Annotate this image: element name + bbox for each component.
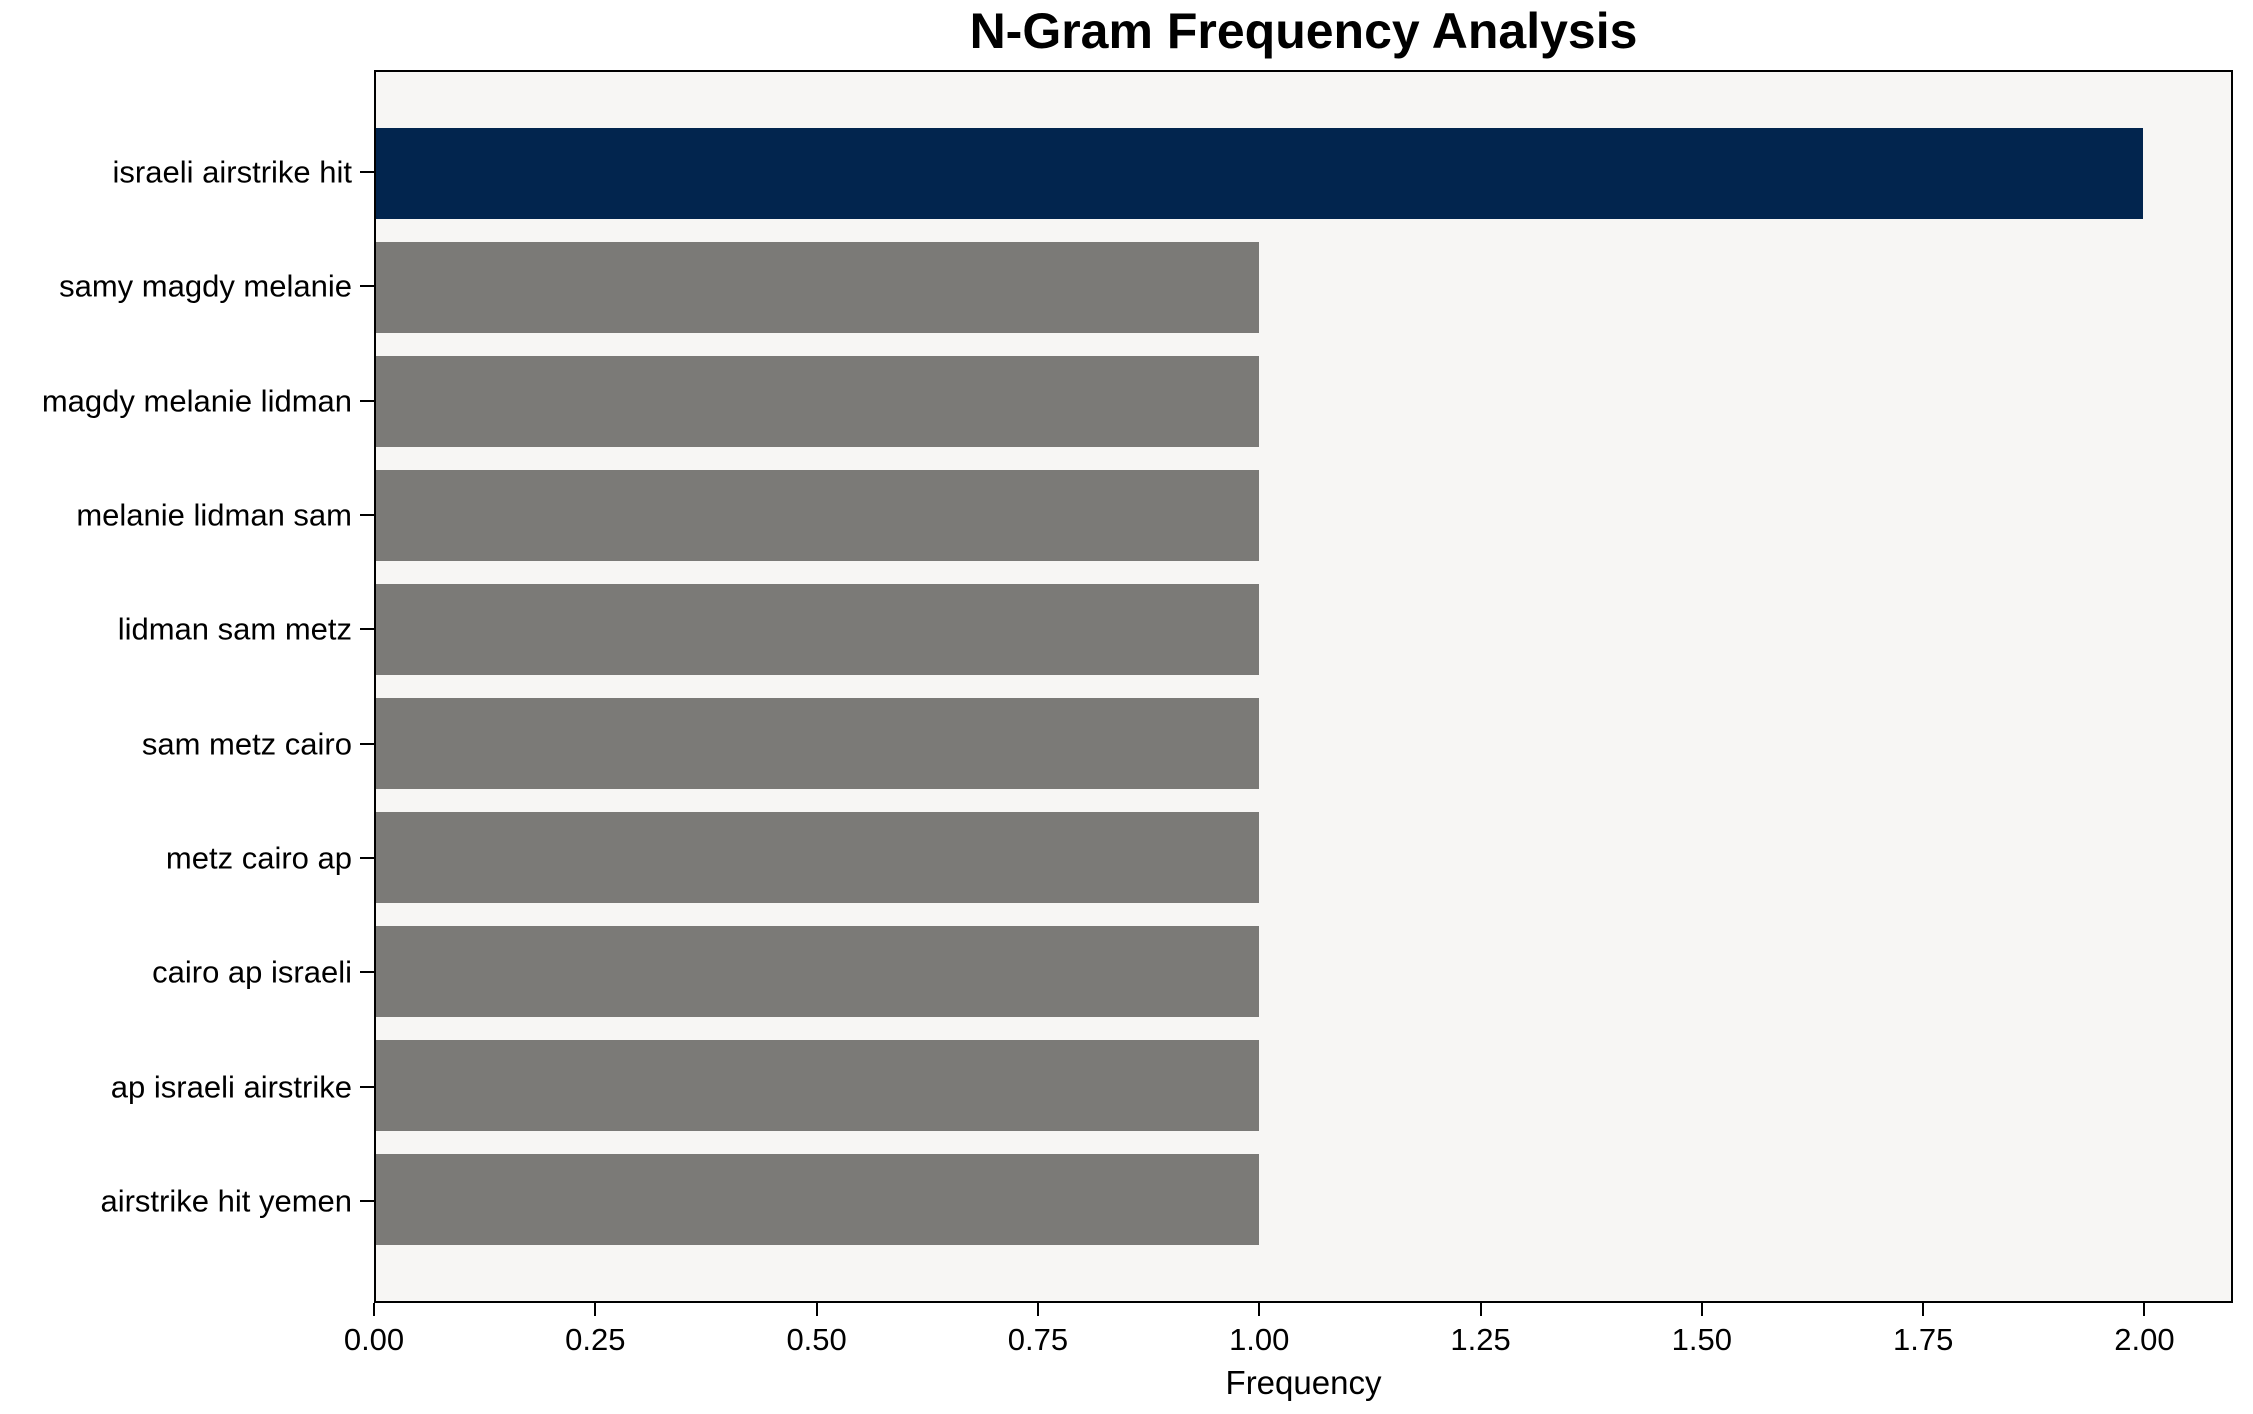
x-tick-mark: [373, 1303, 375, 1316]
x-tick-label: 2.00: [2114, 1322, 2175, 1357]
y-tick-label: lidman sam metz: [117, 611, 352, 647]
x-tick-label: 1.75: [1892, 1322, 1954, 1357]
bar: [376, 697, 1260, 790]
bar: [376, 1039, 1260, 1132]
y-tick-mark: [360, 742, 374, 745]
bar: [376, 811, 1260, 904]
y-tick-label: airstrike hit yemen: [100, 1183, 352, 1219]
bar: [376, 583, 1260, 676]
x-tick-mark: [815, 1303, 818, 1316]
x-tick-mark: [1700, 1303, 1703, 1316]
x-tick-label: 0.50: [786, 1322, 847, 1357]
x-tick-label: 1.00: [1229, 1322, 1290, 1357]
bar: [376, 925, 1260, 1018]
y-tick-label: ap israeli airstrike: [110, 1069, 352, 1105]
x-tick-mark: [2143, 1303, 2146, 1316]
x-axis-label: Frequency: [1225, 1364, 1382, 1401]
y-tick-label: samy magdy melanie: [59, 268, 352, 304]
chart-title: N-Gram Frequency Analysis: [969, 3, 1638, 59]
y-tick-mark: [360, 628, 374, 631]
bar: [376, 127, 2143, 220]
x-tick-mark: [1036, 1303, 1039, 1316]
y-tick-label: israeli airstrike hit: [112, 154, 352, 190]
x-tick-label: 0.00: [343, 1322, 405, 1357]
bar: [376, 355, 1260, 448]
x-tick-mark: [1258, 1303, 1261, 1316]
x-tick-mark: [1479, 1303, 1482, 1316]
bar: [376, 1153, 1260, 1246]
y-tick-mark: [360, 971, 374, 974]
y-tick-mark: [360, 857, 374, 860]
y-tick-mark: [360, 285, 374, 288]
x-tick-label: 0.25: [565, 1322, 626, 1357]
y-tick-label: sam metz cairo: [141, 726, 352, 762]
x-tick-mark: [1922, 1303, 1925, 1316]
y-tick-label: magdy melanie lidman: [41, 383, 352, 419]
y-tick-mark: [360, 1085, 374, 1088]
x-tick-label: 1.50: [1671, 1322, 1733, 1357]
plot-area: [374, 70, 2233, 1303]
bar: [376, 469, 1260, 562]
bar: [376, 241, 1260, 334]
y-tick-mark: [360, 513, 374, 516]
y-tick-mark: [360, 399, 374, 402]
y-tick-mark: [360, 1200, 374, 1203]
x-tick-mark: [594, 1303, 597, 1316]
y-tick-label: melanie lidman sam: [76, 497, 352, 533]
x-tick-label: 0.75: [1007, 1322, 1069, 1357]
y-tick-label: cairo ap israeli: [152, 954, 352, 990]
y-tick-mark: [360, 170, 374, 173]
x-tick-label: 1.25: [1450, 1322, 1511, 1357]
y-tick-label: metz cairo ap: [165, 840, 352, 876]
